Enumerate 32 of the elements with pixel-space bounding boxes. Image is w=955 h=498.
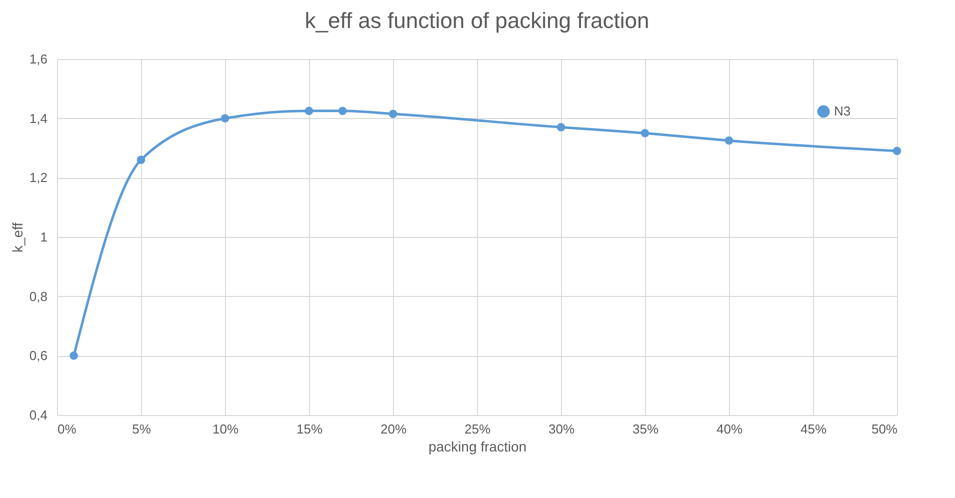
point bbox=[724, 136, 734, 145]
point bbox=[892, 146, 902, 156]
y-tick-label: 1,6 bbox=[29, 52, 48, 66]
x-tick-label: 15% bbox=[296, 422, 323, 436]
point bbox=[338, 106, 347, 116]
x-tick-label: 45% bbox=[800, 422, 827, 436]
y-tick-label: 0,4 bbox=[29, 408, 48, 422]
y-tick-label: 1,2 bbox=[29, 170, 48, 186]
x-tick-label: 0% bbox=[58, 422, 77, 436]
x-tick-label: 20% bbox=[380, 422, 407, 436]
x-tick-label: 50% bbox=[871, 422, 898, 436]
x-tick-label: 40% bbox=[716, 422, 743, 436]
chart-title: k_eff as function of packing fraction bbox=[304, 8, 650, 33]
point bbox=[556, 123, 566, 132]
y-tick-label: 0,6 bbox=[29, 348, 48, 364]
point bbox=[70, 351, 78, 360]
point bbox=[304, 106, 314, 116]
point bbox=[136, 156, 146, 164]
x-tick-label: 25% bbox=[464, 422, 491, 436]
x-axis-title: packing fraction bbox=[428, 438, 527, 454]
x-tick-label: 5% bbox=[132, 422, 152, 436]
y-tick-label: 0,8 bbox=[29, 288, 48, 304]
x-tick-label: 30% bbox=[548, 422, 575, 436]
y-tick-label: 1,4 bbox=[29, 110, 48, 126]
y-axis-title: k_eff bbox=[9, 222, 26, 253]
x-tick-label: 10% bbox=[212, 422, 239, 436]
point bbox=[640, 128, 650, 138]
y-tick-label: 1 bbox=[40, 230, 48, 244]
x-tick-label: 35% bbox=[632, 422, 659, 436]
point bbox=[220, 114, 230, 123]
legend-label: N3 bbox=[834, 104, 851, 118]
point bbox=[388, 110, 398, 118]
